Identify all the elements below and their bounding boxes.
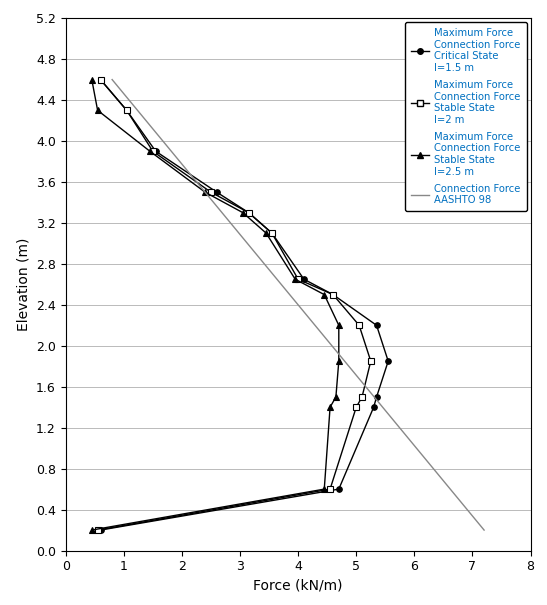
Y-axis label: Elevation (m): Elevation (m) [16,238,31,331]
X-axis label: Force (kN/m): Force (kN/m) [253,579,343,593]
Legend: Maximum Force
Connection Force
Critical State
l=1.5 m, Maximum Force
Connection : Maximum Force Connection Force Critical … [405,22,527,211]
